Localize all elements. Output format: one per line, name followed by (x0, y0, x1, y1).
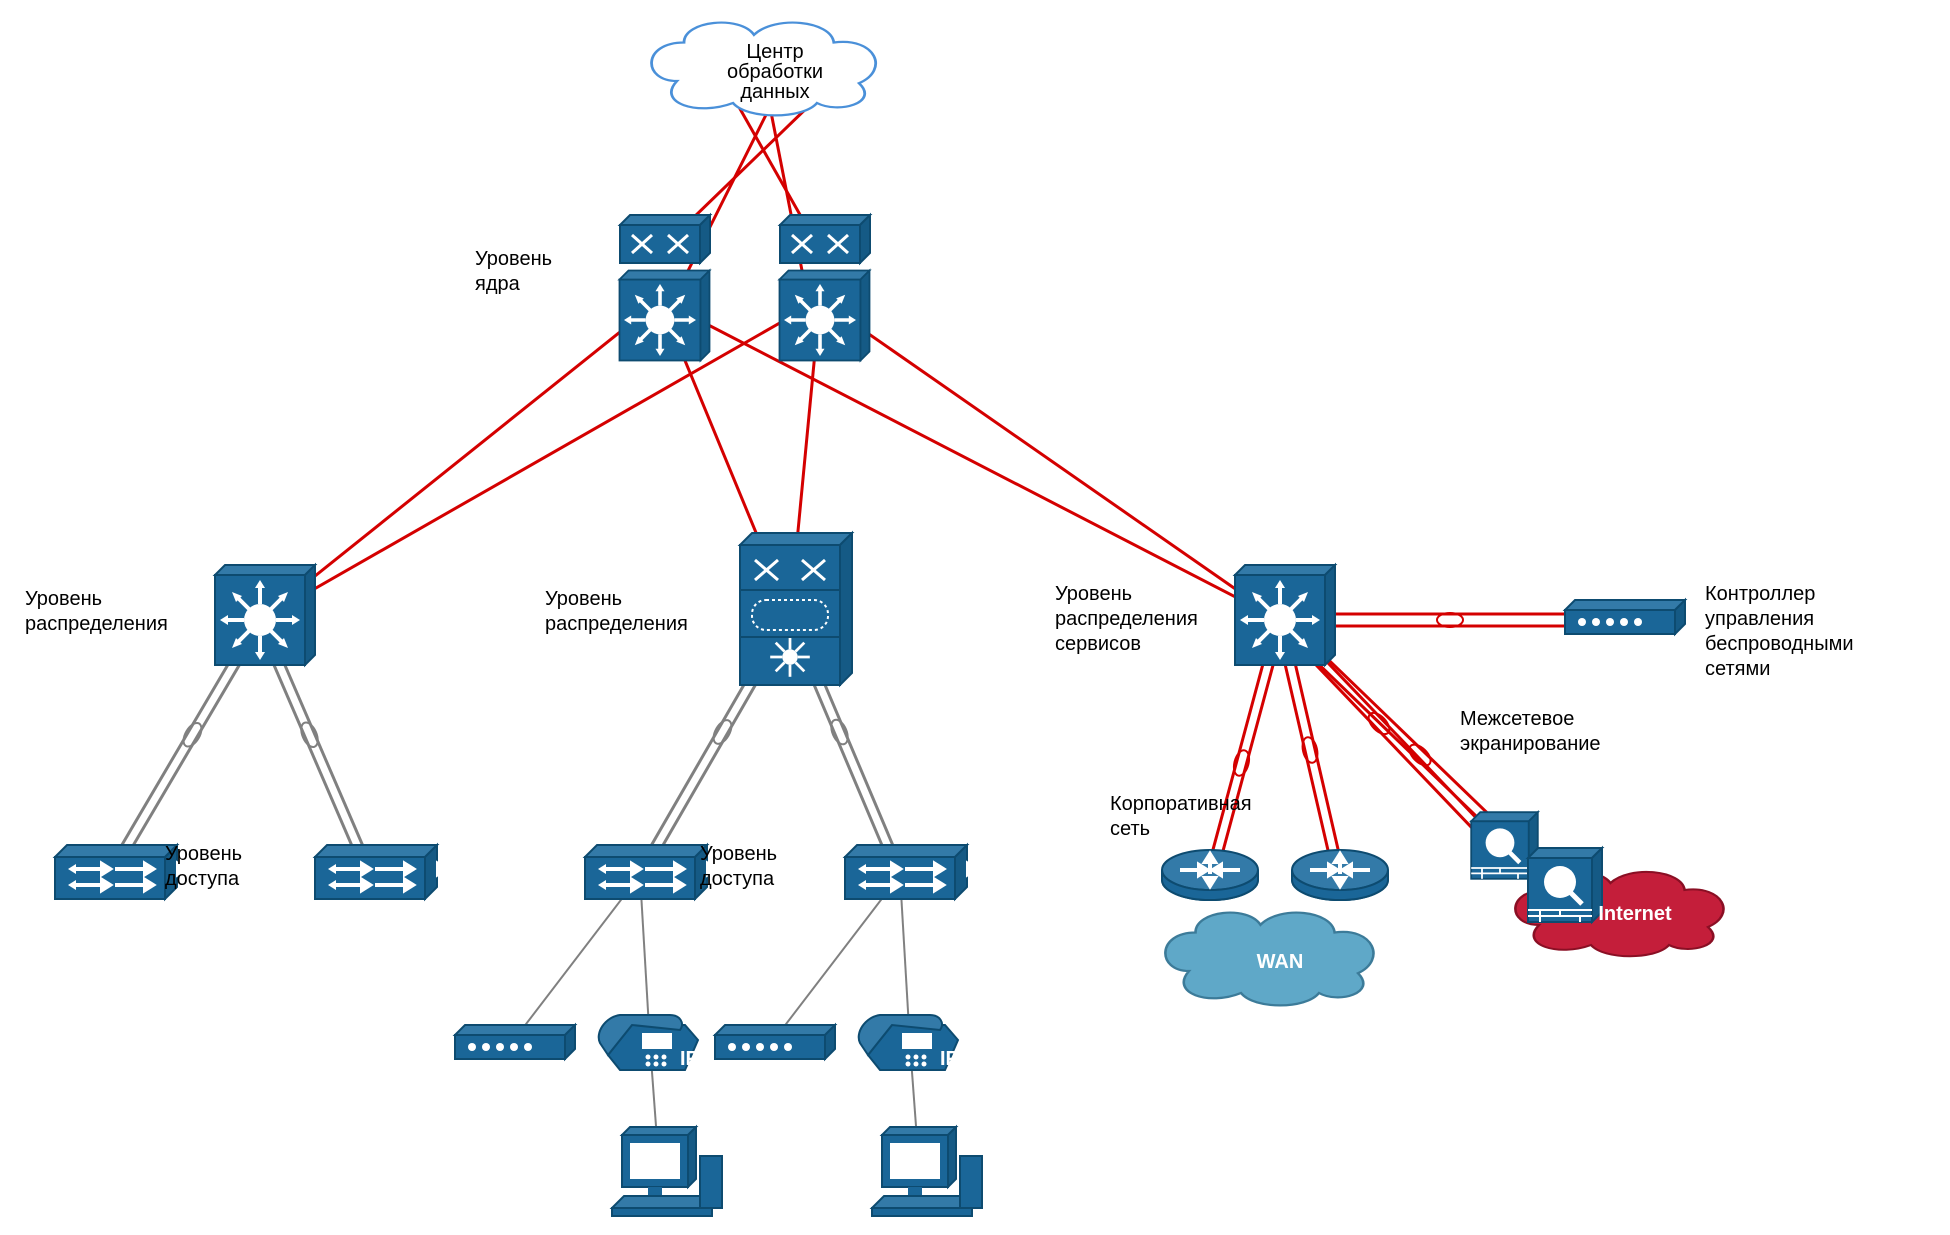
svg-text:Контроллер: Контроллер (1705, 583, 1815, 605)
svg-text:данных: данных (740, 81, 809, 103)
svg-text:экранирование: экранирование (1460, 733, 1601, 755)
svg-text:IP: IP (940, 1048, 959, 1070)
svg-text:сеть: сеть (1110, 818, 1150, 840)
svg-text:Уровень: Уровень (1055, 583, 1132, 605)
svg-text:Уровень: Уровень (165, 843, 242, 865)
svg-text:ядра: ядра (475, 273, 521, 295)
svg-text:WAN: WAN (1257, 951, 1304, 973)
svg-text:IP: IP (680, 1048, 699, 1070)
svg-text:Корпоративная: Корпоративная (1110, 793, 1252, 815)
svg-text:распределения: распределения (25, 613, 168, 635)
svg-text:доступа: доступа (700, 868, 775, 890)
svg-text:Межсетевое: Межсетевое (1460, 708, 1574, 730)
network-diagram: Центробработкиданных Уровень ядра Уровень ра… (0, 0, 1950, 1235)
svg-text:Internet: Internet (1598, 903, 1672, 925)
svg-text:доступа: доступа (165, 868, 240, 890)
svg-text:обработки: обработки (727, 61, 823, 83)
svg-text:Уровень: Уровень (700, 843, 777, 865)
svg-text:распределения: распределения (545, 613, 688, 635)
svg-text:распределения: распределения (1055, 608, 1198, 630)
nodes (55, 215, 1685, 1216)
svg-text:управления: управления (1705, 608, 1814, 630)
svg-text:Уровень: Уровень (545, 588, 622, 610)
svg-text:Центр: Центр (746, 41, 803, 63)
svg-text:сетями: сетями (1705, 658, 1770, 680)
svg-text:Уровень: Уровень (475, 248, 552, 270)
svg-text:Уровень: Уровень (25, 588, 102, 610)
svg-text:сервисов: сервисов (1055, 633, 1141, 655)
svg-text:беспроводными: беспроводными (1705, 633, 1854, 655)
